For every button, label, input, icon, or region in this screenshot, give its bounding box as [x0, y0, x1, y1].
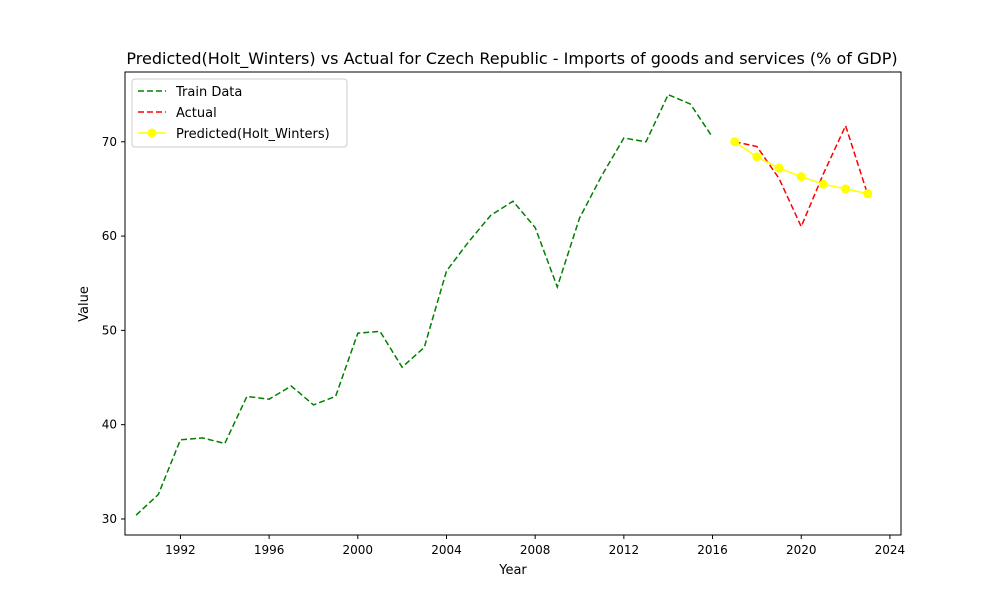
- data-point: [841, 184, 851, 194]
- x-tick-label: 2004: [431, 543, 462, 557]
- x-tick-label: 2016: [697, 543, 728, 557]
- y-tick-label: 70: [102, 135, 117, 149]
- data-point: [752, 152, 762, 162]
- y-tick-label: 60: [102, 229, 117, 243]
- x-tick-label: 1992: [165, 543, 196, 557]
- plot-area: [135, 93, 873, 516]
- y-tick-label: 30: [102, 512, 117, 526]
- data-point: [863, 189, 873, 199]
- legend-label: Train Data: [175, 85, 242, 100]
- series-line-actual: [734, 123, 869, 229]
- legend-label: Predicted(Holt_Winters): [176, 127, 330, 142]
- y-tick-label: 40: [102, 418, 117, 432]
- x-tick-label: 2008: [520, 543, 551, 557]
- x-tick-label: 2000: [343, 543, 374, 557]
- plot-frame: [124, 71, 902, 536]
- data-point: [730, 137, 740, 147]
- data-point: [796, 172, 806, 182]
- x-tick-label: 1996: [254, 543, 285, 557]
- data-point: [774, 163, 784, 173]
- legend-label: Actual: [176, 106, 217, 121]
- x-tick-label: 2020: [786, 543, 817, 557]
- x-axis-label: Year: [498, 563, 527, 578]
- data-point: [818, 179, 828, 189]
- x-tick-label: 2024: [875, 543, 906, 557]
- y-tick-label: 50: [102, 323, 117, 337]
- chart-title: Predicted(Holt_Winters) vs Actual for Cz…: [126, 49, 897, 69]
- axis-ticks: 1992 1996 2000 2004 2008 2012 2016 2020 2024 30 40…: [102, 135, 905, 557]
- series-line-train-data: [135, 93, 714, 516]
- x-tick-label: 2012: [609, 543, 640, 557]
- legend-box: [131, 78, 348, 148]
- y-axis-label: Value: [77, 286, 92, 322]
- legend: Train Data Actual Predicted(Holt_Winters): [131, 78, 348, 148]
- legend-marker: [147, 128, 157, 138]
